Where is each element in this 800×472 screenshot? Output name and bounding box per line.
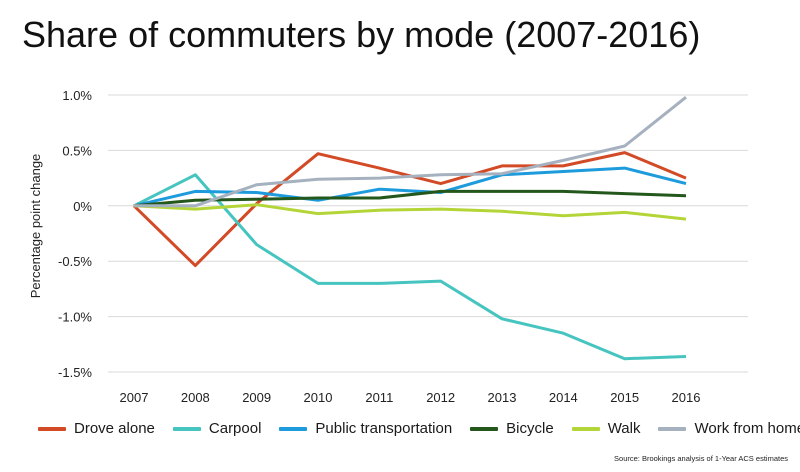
- x-tick-label: 2008: [181, 390, 210, 405]
- legend-label: Public transportation: [315, 420, 453, 437]
- gridlines: [108, 94, 748, 373]
- series-line-walk: [133, 203, 687, 221]
- x-tick-label: 2013: [488, 390, 517, 405]
- legend-label: Carpool: [208, 420, 262, 437]
- y-axis-ticks: 1.0% 0.5% 0% -0.5% -1.0% -1.5%: [58, 88, 92, 380]
- x-tick-label: 2011: [365, 390, 393, 405]
- legend-item: Public transportation: [279, 420, 452, 437]
- y-tick-label: 0.5%: [62, 143, 92, 158]
- x-tick-label: 2010: [304, 390, 333, 405]
- series-line-work-from-home: [134, 96, 687, 208]
- y-tick-label: 1.0%: [62, 88, 92, 103]
- x-tick-label: 2014: [549, 390, 578, 405]
- series-line-bicycle: [133, 189, 687, 208]
- y-tick-label: -0.5%: [58, 254, 92, 269]
- x-tick-label: 2012: [426, 390, 455, 405]
- y-axis-label: Percentage point change: [28, 154, 43, 299]
- legend-item: Walk: [571, 420, 641, 437]
- x-tick-label: 2009: [242, 390, 271, 405]
- legend-item: Bicycle: [470, 420, 554, 437]
- series-line-carpool: [133, 173, 687, 361]
- legend-item: Drove alone: [38, 420, 155, 437]
- legend: Drove alone Carpool Public transportation B…: [38, 420, 800, 437]
- legend-item: Carpool: [172, 420, 262, 437]
- x-axis-ticks: 2007 2008 2009 2010 2011 2012 2013 2014 2015 2016: [120, 390, 701, 405]
- series-lines: [132, 96, 687, 361]
- x-tick-label: 2015: [610, 390, 639, 405]
- source-note: Source: Brookings analysis of 1-Year ACS…: [614, 454, 788, 463]
- legend-label: Walk: [607, 420, 641, 437]
- x-tick-label: 2007: [120, 390, 149, 405]
- legend-swatch: [172, 426, 201, 431]
- legend-swatch: [658, 426, 687, 431]
- legend-swatch: [38, 426, 66, 431]
- x-tick-label: 2016: [672, 390, 701, 405]
- y-tick-label: -1.5%: [58, 365, 92, 380]
- chart-title: Share of commuters by mode (2007-2016): [22, 14, 701, 55]
- series-line-public-transportation: [133, 166, 687, 208]
- legend-swatch: [470, 426, 499, 431]
- legend-item: Work from home: [658, 420, 800, 437]
- legend-swatch: [279, 426, 308, 431]
- legend-label: Bicycle: [506, 420, 554, 437]
- y-tick-label: 0%: [73, 199, 92, 214]
- legend-label: Drove alone: [74, 420, 155, 437]
- y-tick-label: -1.0%: [58, 310, 92, 325]
- legend-swatch: [571, 426, 600, 431]
- legend-label: Work from home: [694, 420, 800, 437]
